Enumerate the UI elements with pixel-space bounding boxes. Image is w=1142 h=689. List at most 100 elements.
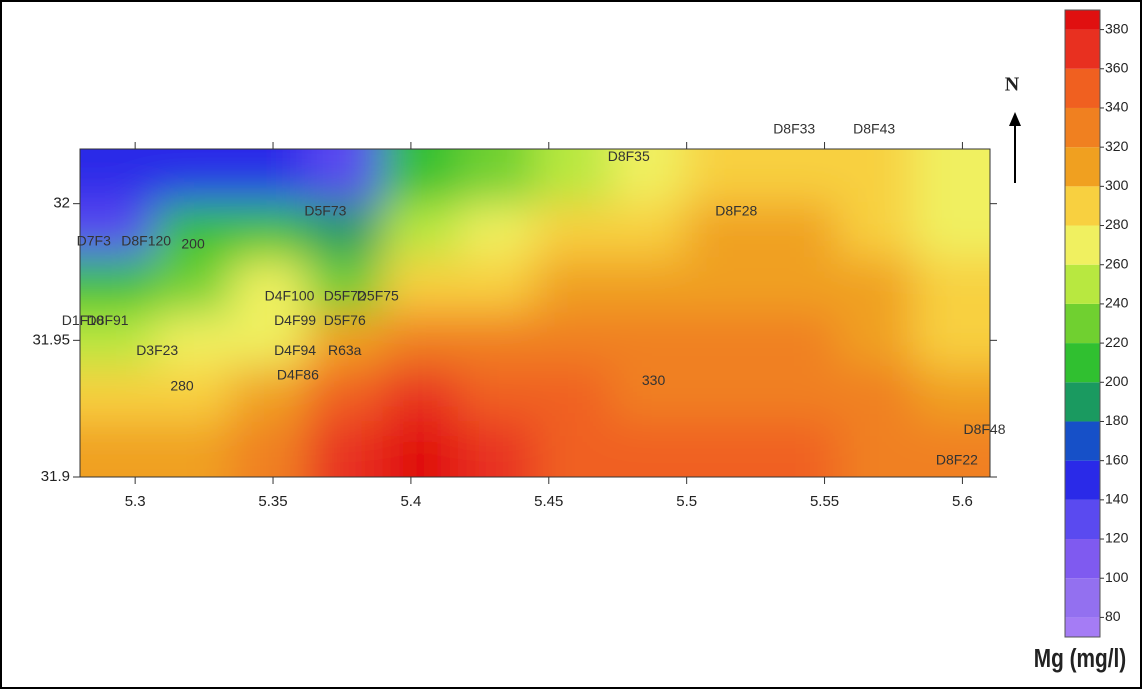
colorbar-border	[1064, 9, 1101, 638]
colorbar-band	[1065, 460, 1100, 500]
colorbar-band	[1065, 10, 1100, 30]
field-cell	[230, 202, 309, 260]
contour-label: 330	[642, 372, 666, 388]
colorbar-label: 320	[1105, 138, 1129, 154]
contour-label: 280	[170, 378, 194, 394]
colorbar-band	[1065, 264, 1100, 304]
well-label: D5F75	[357, 287, 399, 303]
field-cell	[534, 202, 612, 260]
field-cell	[913, 312, 990, 369]
well-label: D8F33	[773, 121, 815, 137]
field-cell	[534, 366, 612, 424]
field-cell	[306, 421, 385, 477]
colorbar-label: 260	[1105, 255, 1129, 271]
field-cell	[80, 421, 157, 477]
colorbar-label: 300	[1105, 177, 1129, 193]
colorbar-band	[1065, 225, 1100, 265]
well-label: D5F76	[324, 312, 366, 328]
north-label: N	[1005, 74, 1020, 96]
well-label: D8F91	[87, 312, 129, 328]
field-cell	[154, 312, 233, 369]
colorbar-label: 80	[1105, 608, 1121, 624]
colorbar-band	[1065, 29, 1100, 69]
field-cell	[382, 202, 461, 260]
field-cell	[458, 149, 536, 205]
colorbar-band	[1065, 303, 1100, 344]
x-tick-label: 5.35	[258, 493, 287, 510]
field-cell	[761, 257, 840, 314]
field-cell	[306, 257, 385, 314]
field-cell	[306, 312, 385, 369]
field-cell	[837, 257, 916, 314]
well-label: D5F73	[304, 203, 346, 219]
field-cell	[306, 149, 385, 205]
colorbar-label: 340	[1105, 99, 1129, 115]
y-tick-label: 31.9	[41, 468, 70, 485]
field-cell	[837, 202, 916, 260]
x-tick-label: 5.4	[400, 493, 421, 510]
field-cell	[609, 366, 688, 424]
well-label: D3F23	[136, 342, 178, 358]
field-cell	[761, 366, 840, 424]
colorbar-label: 220	[1105, 334, 1129, 350]
colorbar-band	[1065, 68, 1100, 108]
field-cell	[609, 202, 688, 260]
y-tick-label: 32	[53, 195, 70, 212]
colorbar-band	[1065, 617, 1100, 637]
colorbar-band	[1065, 343, 1100, 383]
field-cell	[913, 149, 990, 205]
colorbar-label: 160	[1105, 451, 1129, 467]
field-cell	[80, 312, 157, 369]
field-cell	[913, 257, 990, 314]
field-cell	[458, 202, 536, 260]
field-cell	[761, 312, 840, 369]
field-cell	[458, 366, 536, 424]
well-label: D4F99	[274, 312, 316, 328]
well-label: D4F100	[265, 287, 315, 303]
well-label: D7F3	[77, 233, 111, 249]
field-cell	[685, 202, 764, 260]
field-cell	[80, 149, 157, 205]
field-cell	[685, 366, 764, 424]
field-cell	[80, 202, 157, 260]
colorbar-label: 360	[1105, 59, 1129, 75]
field-cell	[609, 149, 688, 205]
field-cell	[761, 202, 840, 260]
colorbar-label: 280	[1105, 216, 1129, 232]
well-label: D4F94	[274, 342, 316, 358]
x-tick-label: 5.5	[676, 493, 697, 510]
x-tick-label: 5.55	[810, 493, 839, 510]
colorbar-band	[1065, 107, 1100, 148]
colorbar-label: 120	[1105, 530, 1129, 546]
well-label: D8F48	[963, 421, 1005, 437]
field-cell	[306, 366, 385, 424]
colorbar-label: 100	[1105, 569, 1129, 585]
well-label: D4F86	[277, 367, 319, 383]
field-cell	[913, 366, 990, 424]
field-cell	[230, 149, 309, 205]
field-cell	[837, 421, 916, 477]
field-cell	[306, 202, 385, 260]
field-cell	[154, 257, 233, 314]
field	[80, 149, 990, 477]
field-cell	[154, 202, 233, 260]
well-label: D8F43	[853, 121, 895, 137]
colorbar-label: 380	[1105, 20, 1129, 36]
field-cell	[609, 312, 688, 369]
field-cell	[837, 312, 916, 369]
colorbar-band	[1065, 539, 1100, 579]
well-label: R63a	[328, 342, 362, 358]
x-tick-label: 5.3	[125, 493, 146, 510]
field-cell	[534, 149, 612, 205]
field-cell	[534, 257, 612, 314]
field-cell	[609, 257, 688, 314]
north-arrow-head	[1009, 112, 1021, 126]
colorbar-label: 240	[1105, 295, 1129, 311]
field-cell	[382, 257, 461, 314]
well-label: D8F120	[121, 233, 171, 249]
field-cell	[80, 366, 157, 424]
contour-label: 200	[181, 235, 205, 251]
plot-border	[79, 148, 991, 478]
field-cell	[837, 149, 916, 205]
